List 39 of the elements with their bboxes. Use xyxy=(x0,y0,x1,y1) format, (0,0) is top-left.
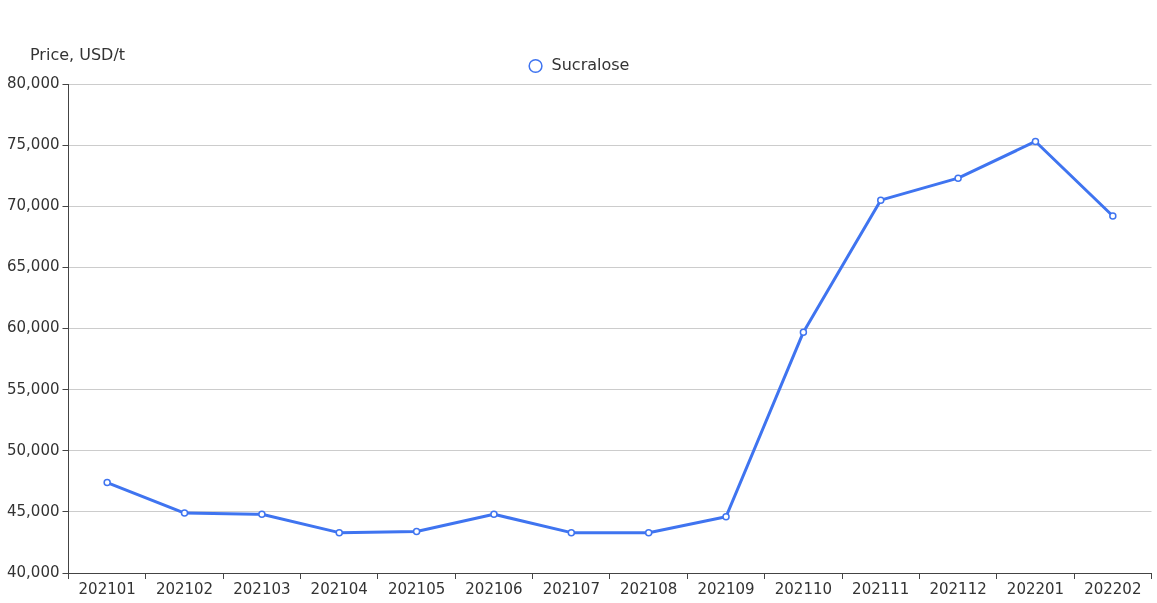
point xyxy=(567,528,576,537)
y-tick-label: 80,000 xyxy=(6,73,60,92)
legend-label: Sucralose xyxy=(551,55,630,75)
y-tick-label: 55,000 xyxy=(6,379,60,398)
point xyxy=(1031,137,1040,146)
point xyxy=(180,509,189,517)
y-tick-label: 75,000 xyxy=(6,135,60,154)
y-tick-label: 70,000 xyxy=(6,196,60,215)
x-tick-label: 202111 xyxy=(852,579,910,598)
point xyxy=(412,527,421,536)
point xyxy=(258,510,266,519)
point xyxy=(490,510,498,519)
y-tick-label: 50,000 xyxy=(6,440,60,459)
point xyxy=(1109,212,1117,220)
x-tick-label: 202110 xyxy=(774,579,833,598)
x-tick-label: 202107 xyxy=(542,579,600,598)
y-tick-label: 60,000 xyxy=(6,318,60,337)
point xyxy=(877,196,885,204)
x-tick-label: 202103 xyxy=(233,579,291,598)
x-tick-label: 202106 xyxy=(465,579,523,598)
y-tick-label: 65,000 xyxy=(6,257,60,276)
point xyxy=(722,513,730,521)
y-tick-label: 45,000 xyxy=(6,501,60,520)
x-tick-label: 202108 xyxy=(620,579,678,598)
x-tick-label: 202201 xyxy=(1006,579,1065,598)
x-tick-label: 202112 xyxy=(929,579,987,598)
x-tick-label: 202109 xyxy=(697,579,755,598)
x-tick-label: 202101 xyxy=(78,579,136,598)
x-tick-label: 202102 xyxy=(155,579,214,598)
point xyxy=(103,478,111,487)
x-tick-label: 202105 xyxy=(387,579,446,598)
point xyxy=(335,528,343,537)
y-tick-label: 40,000 xyxy=(6,562,60,581)
point xyxy=(644,528,653,537)
x-tick-label: 202202 xyxy=(1084,579,1142,598)
point xyxy=(954,174,962,182)
x-tick-label: 202104 xyxy=(310,579,368,598)
y-axis-title: Price, USD/t xyxy=(30,45,126,65)
point xyxy=(799,328,808,336)
